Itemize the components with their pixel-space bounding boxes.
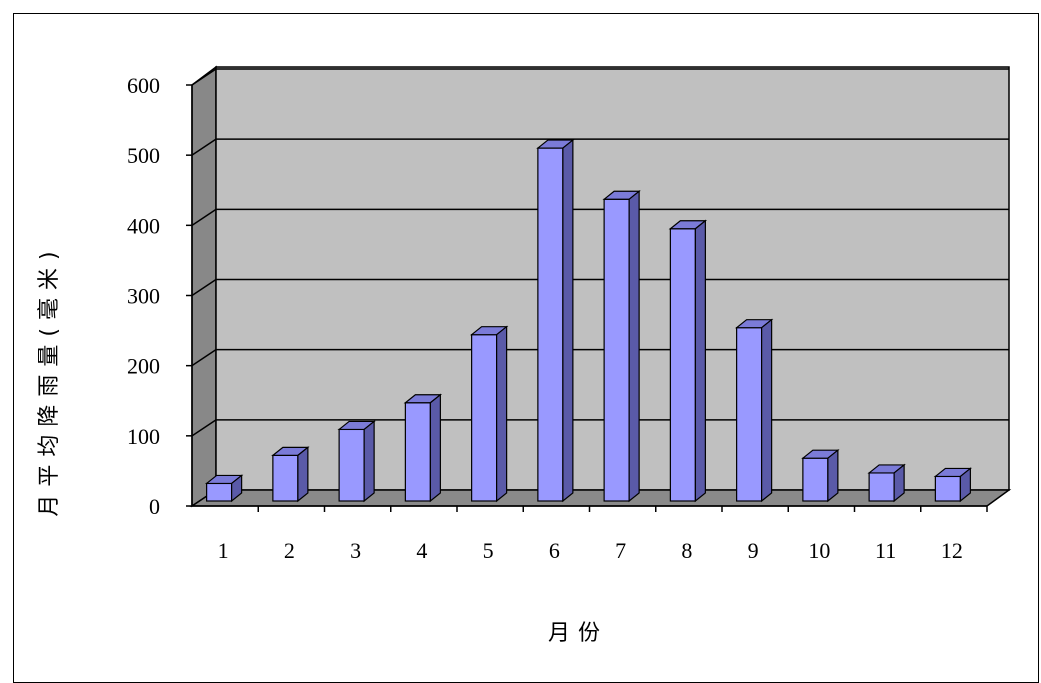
y-tick-label: 500 <box>127 143 160 168</box>
y-axis-title: 月平均降雨量(毫米) <box>37 243 62 516</box>
bar <box>271 446 310 503</box>
bar-front <box>471 334 498 502</box>
gridline-side <box>191 68 217 86</box>
x-axis-ticks <box>257 506 988 512</box>
gridline-side <box>191 419 217 437</box>
x-tick-label: 2 <box>284 538 295 563</box>
gridline-side <box>191 138 217 156</box>
x-tick-label: 3 <box>350 538 361 563</box>
bar-front <box>272 454 299 502</box>
bar <box>403 393 443 503</box>
bar-front <box>206 482 233 502</box>
bar <box>602 190 641 503</box>
y-tick-label: 600 <box>127 73 160 98</box>
bar <box>734 318 774 503</box>
x-tick-label: 12 <box>941 538 963 563</box>
bar-front <box>934 475 961 502</box>
y-axis-ticks <box>186 84 192 507</box>
side-wall <box>191 65 217 508</box>
bar <box>867 463 906 503</box>
x-tick-label: 8 <box>681 538 692 563</box>
bar-front <box>736 327 763 502</box>
bar <box>536 138 575 503</box>
y-tick-label: 200 <box>127 354 160 379</box>
bar <box>933 467 973 503</box>
bar <box>801 448 840 503</box>
bar-side <box>893 463 905 503</box>
bar <box>337 420 376 503</box>
gridline-side <box>191 349 217 367</box>
bar <box>204 474 244 503</box>
bar-side <box>231 474 243 503</box>
bar-front <box>868 472 895 502</box>
bar-front <box>404 402 431 502</box>
y-tick-label: 100 <box>127 424 160 449</box>
x-tick-label: 1 <box>218 538 229 563</box>
bar-side <box>628 190 640 503</box>
x-tick-label: 9 <box>748 538 759 563</box>
x-tick-labels: 1 2 3 4 5 6 7 8 9 10 11 12 <box>218 538 963 563</box>
bar-front <box>603 198 630 502</box>
bar-side <box>363 420 375 503</box>
bar-side <box>297 446 309 503</box>
bars <box>204 138 973 503</box>
x-tick-label: 7 <box>615 538 626 563</box>
bar <box>469 325 509 503</box>
x-tick-label: 10 <box>808 538 830 563</box>
bar-side <box>496 325 508 503</box>
bar-side <box>959 467 971 503</box>
y-tick-label: 300 <box>127 284 160 309</box>
bar-side <box>562 138 574 503</box>
y-tick-label: 0 <box>149 494 160 519</box>
x-tick-label: 6 <box>549 538 560 563</box>
bar-front <box>802 457 829 502</box>
bar-side <box>694 219 706 503</box>
bar-front <box>537 147 564 502</box>
y-tick-labels: 0 100 200 300 400 500 600 <box>127 73 160 519</box>
gridline-side <box>191 278 217 297</box>
gridline-side <box>191 208 217 226</box>
bar-side <box>761 318 773 503</box>
bar-front <box>338 428 365 502</box>
bar-side <box>429 393 441 503</box>
x-tick-label: 4 <box>416 538 427 563</box>
x-tick-label: 5 <box>483 538 494 563</box>
y-tick-label: 400 <box>127 213 160 238</box>
x-tick-label: 11 <box>875 538 896 563</box>
bar-side <box>827 448 839 503</box>
bar <box>668 219 708 503</box>
x-axis-title: 月份 <box>548 621 608 646</box>
bar-front <box>669 228 696 502</box>
